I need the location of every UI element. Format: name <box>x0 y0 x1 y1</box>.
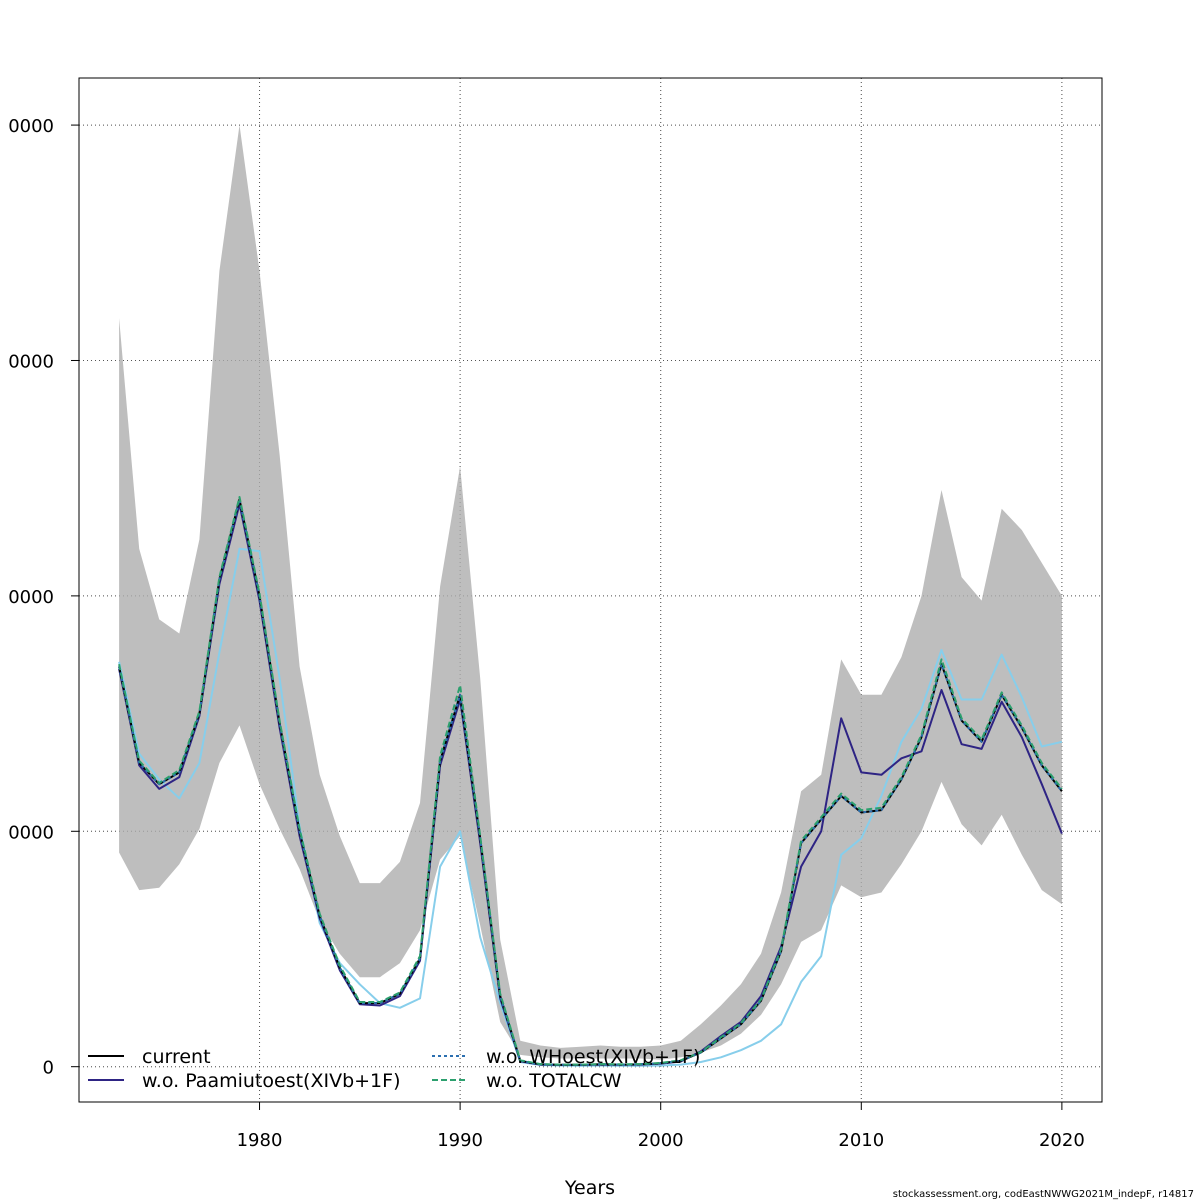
y-tick-label: 0 <box>43 1058 54 1079</box>
y-tick-label: 0000 <box>8 351 54 372</box>
x-tick-label: 1990 <box>437 1130 483 1151</box>
y-tick-label: 0000 <box>8 116 54 137</box>
legend-label: w.o. TOTALCW <box>486 1070 622 1092</box>
footer-credit: stockassessment.org, codEastNWWG2021M_in… <box>893 1189 1194 1200</box>
x-tick-label: 2010 <box>838 1130 884 1151</box>
y-tick-label: 0000 <box>8 822 54 843</box>
series-line-4 <box>118 496 1063 1066</box>
plot-frame <box>78 77 1103 1103</box>
legend-label: current <box>142 1046 211 1068</box>
confidence-band-layer <box>119 125 1062 1060</box>
legend-label: w.o. Paamiutoest(XIVb+1F) <box>142 1070 400 1092</box>
x-tick-label: 1980 <box>237 1130 283 1151</box>
confidence-band <box>119 125 1062 1060</box>
y-tick-label: 0000 <box>8 587 54 608</box>
x-axis-title: Years <box>564 1177 615 1199</box>
x-tick-label: 2020 <box>1039 1130 1085 1151</box>
legend-label: w.o. WHoest(XIVb+1F) <box>486 1046 700 1068</box>
series-layer <box>118 496 1063 1067</box>
x-axis: 1980 1990 2000 2010 2020 <box>237 1102 1085 1151</box>
x-tick-label: 2000 <box>638 1130 684 1151</box>
